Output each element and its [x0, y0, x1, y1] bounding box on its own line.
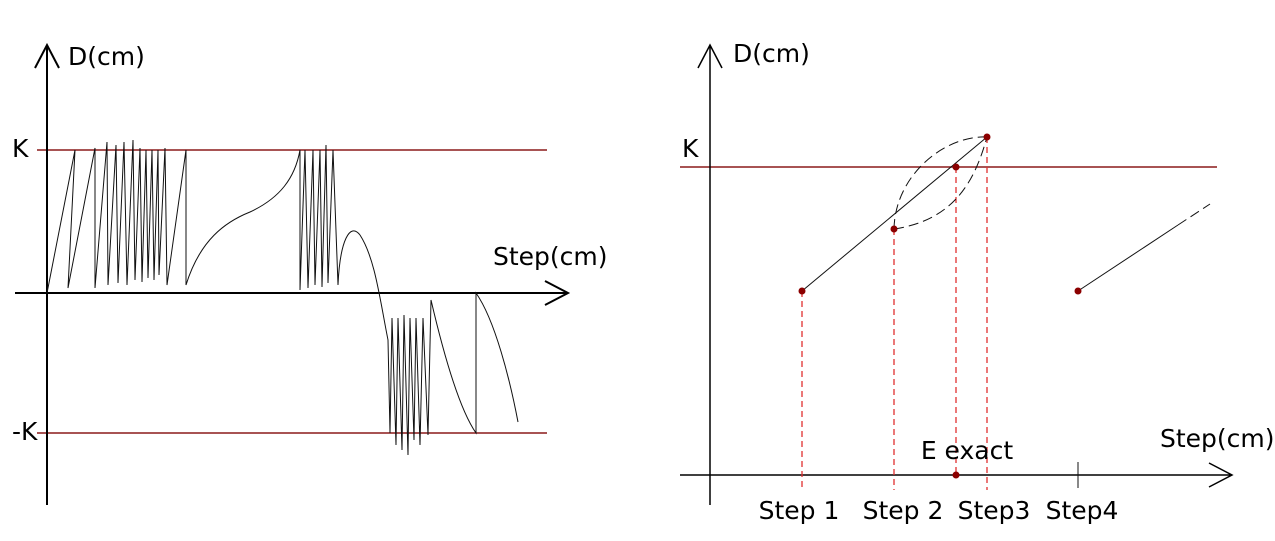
left-panel: D(cm) K -K Step(cm) [12, 42, 608, 505]
point [1074, 287, 1082, 295]
point [890, 225, 898, 233]
point [798, 287, 806, 295]
lower-limit-label: -K [12, 417, 38, 446]
upper-limit-label: K [682, 134, 699, 163]
exact-label: E exact [921, 436, 1014, 465]
step-label: Step4 [1046, 496, 1119, 525]
y-axis [34, 42, 60, 505]
point [952, 163, 960, 171]
step-label: Step 1 [759, 496, 840, 525]
upper-limit-label: K [12, 134, 29, 163]
exact-point [952, 471, 960, 479]
y-axis-label: D(cm) [68, 42, 145, 71]
right-panel: D(cm) K Step(cm) E exact Step 1 Step 2 S… [680, 39, 1275, 525]
next-step-extension [1177, 203, 1211, 226]
y-axis-label: D(cm) [733, 39, 810, 68]
step-line [801, 136, 988, 292]
y-axis [697, 43, 723, 505]
next-step-line [1077, 224, 1179, 292]
step-label: Step3 [958, 496, 1031, 525]
displacement-curve [46, 139, 519, 456]
step-label: Step 2 [863, 496, 944, 525]
point [983, 133, 991, 141]
x-axis [15, 280, 571, 306]
x-axis-label: Step(cm) [493, 242, 608, 271]
estimate-arcs [893, 136, 988, 230]
x-axis-label: Step(cm) [1160, 424, 1275, 453]
